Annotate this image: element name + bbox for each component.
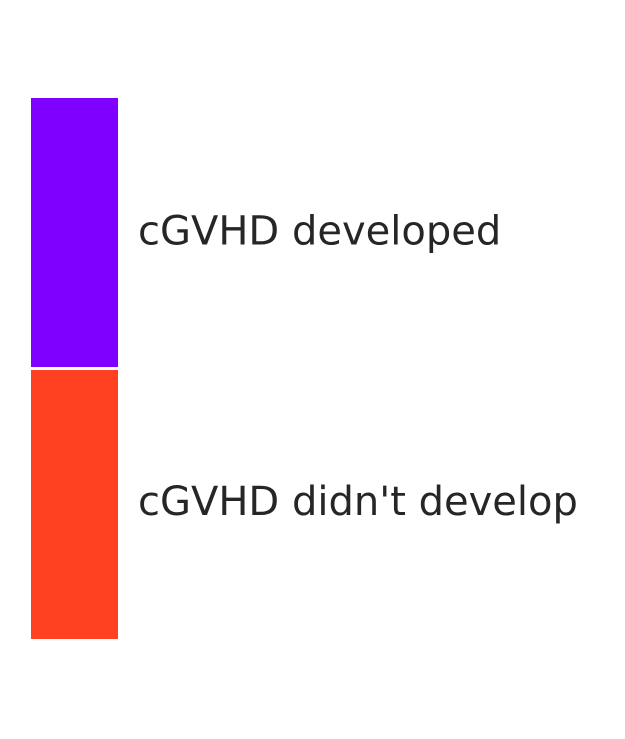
chart-labels: cGVHD developed cGVHD didn't develop — [138, 208, 578, 525]
segment-2 — [31, 370, 118, 639]
segment-1 — [31, 98, 118, 367]
label-1: cGVHD developed — [138, 208, 501, 254]
chart-segments — [31, 98, 118, 639]
label-2: cGVHD didn't develop — [138, 479, 578, 525]
